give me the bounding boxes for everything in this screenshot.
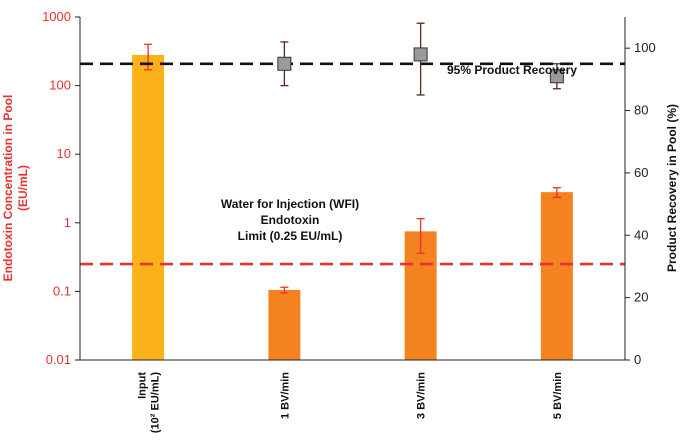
x-tick-label-0-line-0: Input xyxy=(137,372,149,399)
bar-0 xyxy=(132,54,165,360)
wfi-limit-label-line-1: Water for Injection (WFI) xyxy=(221,197,359,211)
x-tick-label-1-line-0: 1 BV/min xyxy=(279,372,291,419)
y-left-tick-label-5: 1000 xyxy=(42,9,71,24)
y-left-tick-label-4: 100 xyxy=(49,78,71,93)
x-tick-label-2-line-0: 3 BV/min xyxy=(416,372,428,419)
x-tick-label-3-line-0: 5 BV/min xyxy=(552,372,564,419)
x-tick-label-2: 3 BV/min xyxy=(416,372,428,419)
y-right-tick-label-0: 0 xyxy=(634,352,641,367)
y-axis-right-label: Product Recovery in Pool (%) xyxy=(665,104,679,272)
y-axis-left-label-line-2: (EU/mL) xyxy=(16,165,30,211)
y-axis-left-label-line-1: Endotoxin Concentration in Pool xyxy=(1,95,15,282)
wfi-limit-label-line-2: Endotoxin xyxy=(261,213,320,227)
x-tick-label-3: 5 BV/min xyxy=(552,372,564,419)
wfi-limit-label-line-3: Limit (0.25 EU/mL) xyxy=(238,229,343,243)
recovery-marker-1 xyxy=(413,47,428,62)
y-right-tick-label-3: 60 xyxy=(634,165,648,180)
y-left-tick-label-3: 10 xyxy=(57,146,71,161)
recovery-marker-2 xyxy=(549,69,564,84)
y-right-tick-label-2: 40 xyxy=(634,227,648,242)
x-tick-label-0: Input (10² EU/mL) xyxy=(137,372,162,433)
y-left-tick-label-2: 1 xyxy=(64,215,71,230)
y-right-tick-label-4: 80 xyxy=(634,103,648,118)
recovery-reference-label: 95% Product Recovery xyxy=(447,63,577,77)
x-tick-label-0-line-1: (10² EU/mL) xyxy=(150,372,162,433)
y-right-tick-label-1: 20 xyxy=(634,290,648,305)
y-right-tick-label-5: 100 xyxy=(634,40,656,55)
bar-3 xyxy=(540,192,573,360)
recovery-marker-0 xyxy=(277,56,292,71)
x-tick-label-1: 1 BV/min xyxy=(279,372,291,419)
bar-1 xyxy=(268,289,301,360)
y-left-tick-label-1: 0.1 xyxy=(53,283,71,298)
y-left-tick-label-0: 0.01 xyxy=(46,352,71,367)
